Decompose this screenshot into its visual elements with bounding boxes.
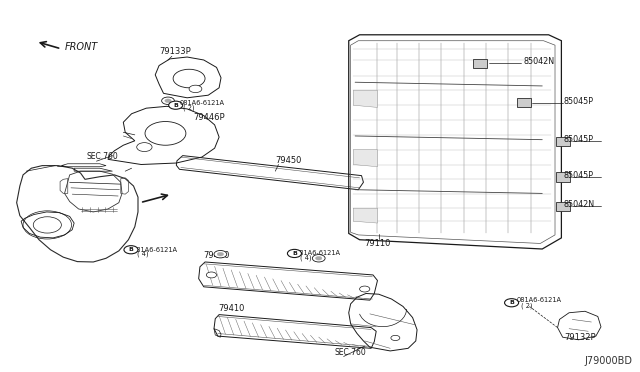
Text: 85045P: 85045P bbox=[564, 171, 594, 180]
Text: 081A6-6121A: 081A6-6121A bbox=[133, 247, 178, 253]
Text: J79000BD: J79000BD bbox=[585, 356, 633, 366]
Polygon shape bbox=[473, 59, 487, 68]
Polygon shape bbox=[556, 137, 570, 146]
Text: B: B bbox=[129, 247, 133, 252]
Text: ( 2): ( 2) bbox=[520, 302, 532, 309]
Text: 79446P: 79446P bbox=[193, 113, 225, 122]
Text: 85045P: 85045P bbox=[564, 135, 594, 144]
Text: SEC.760: SEC.760 bbox=[335, 348, 367, 357]
Text: 79110: 79110 bbox=[365, 238, 391, 248]
Circle shape bbox=[137, 142, 152, 151]
Text: 79133P: 79133P bbox=[159, 47, 191, 56]
Polygon shape bbox=[353, 150, 378, 167]
Circle shape bbox=[162, 97, 174, 105]
Text: 85042N: 85042N bbox=[523, 57, 554, 66]
Circle shape bbox=[217, 252, 223, 256]
Circle shape bbox=[287, 249, 301, 257]
Text: 85045P: 85045P bbox=[564, 97, 594, 106]
Circle shape bbox=[173, 69, 205, 88]
Circle shape bbox=[214, 250, 227, 258]
Text: FRONT: FRONT bbox=[65, 42, 98, 52]
Text: 79410: 79410 bbox=[218, 304, 244, 313]
Circle shape bbox=[189, 85, 202, 93]
Text: B: B bbox=[292, 251, 297, 256]
Circle shape bbox=[169, 101, 182, 109]
Text: ( 4): ( 4) bbox=[300, 255, 311, 261]
Circle shape bbox=[312, 254, 325, 262]
Text: ( 4): ( 4) bbox=[137, 251, 148, 257]
Circle shape bbox=[145, 122, 186, 145]
Text: 081A6-6121A: 081A6-6121A bbox=[179, 100, 225, 106]
Polygon shape bbox=[556, 172, 570, 182]
Text: 081A6-6121A: 081A6-6121A bbox=[516, 297, 562, 303]
Text: 79450: 79450 bbox=[275, 155, 301, 164]
Text: 081A6-6121A: 081A6-6121A bbox=[296, 250, 340, 256]
Polygon shape bbox=[353, 208, 378, 223]
Circle shape bbox=[391, 335, 400, 340]
Text: ( 2): ( 2) bbox=[182, 105, 195, 111]
Circle shape bbox=[504, 299, 518, 307]
Text: SEC.760: SEC.760 bbox=[87, 152, 118, 161]
Text: 85042N: 85042N bbox=[564, 200, 595, 209]
Circle shape bbox=[165, 99, 172, 103]
Text: 79420: 79420 bbox=[204, 251, 230, 260]
Text: B: B bbox=[173, 103, 178, 108]
Circle shape bbox=[316, 256, 322, 260]
Polygon shape bbox=[556, 202, 570, 211]
Text: 79132P: 79132P bbox=[564, 333, 596, 341]
Text: B: B bbox=[509, 300, 514, 305]
Circle shape bbox=[360, 286, 370, 292]
Circle shape bbox=[206, 272, 216, 278]
Polygon shape bbox=[516, 98, 531, 108]
Polygon shape bbox=[353, 90, 378, 108]
Circle shape bbox=[124, 246, 138, 254]
